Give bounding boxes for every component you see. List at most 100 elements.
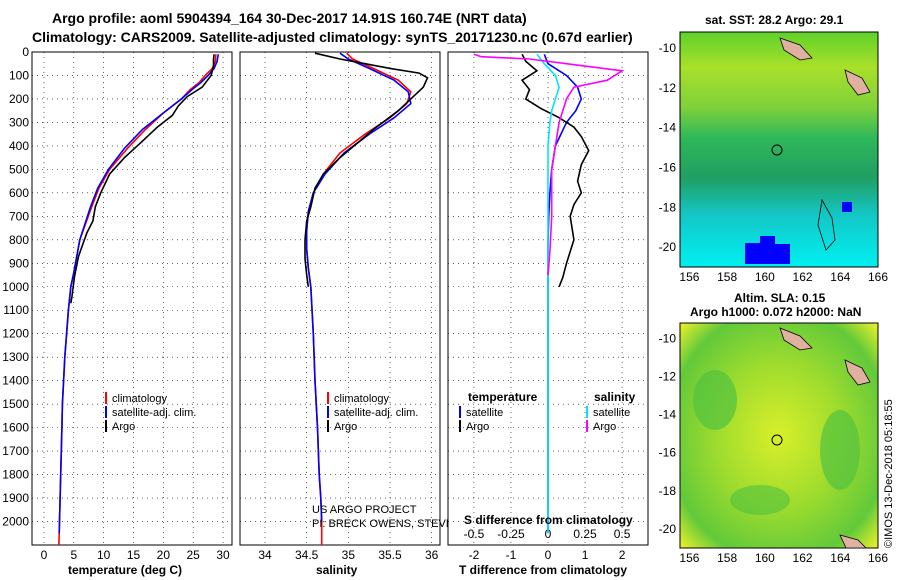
sla-lon-tick-labels: 156 158 160 162 164 166 [679, 551, 888, 565]
salinity-axis-label: salinity [316, 563, 358, 577]
depth-tick-label: 0 [22, 45, 29, 59]
temperature-plot-frame [31, 51, 233, 546]
depth-tick-label: 1000 [2, 280, 29, 294]
lat-tick-label: -10 [659, 331, 677, 345]
island-shape [839, 534, 867, 549]
lat-tick-label: -12 [659, 369, 677, 383]
legend-t-satellite-label: satellite [466, 407, 503, 419]
difference-panel: -2 -1 0 1 2 -0.5 -0.25 0 0.25 0.5 T difference f… [447, 51, 649, 577]
lon-tick-label: 158 [717, 270, 737, 284]
sla-map-title: Altim. SLA: 0.15 [734, 291, 826, 305]
x-tick-label: 34 [258, 548, 272, 562]
x-tick-label: 0 [545, 548, 552, 562]
legend-s-argo-label: Argo [593, 421, 616, 433]
lon-tick-label: 164 [830, 551, 850, 565]
depth-tick-label: 300 [9, 115, 29, 129]
depth-tick-label: 900 [9, 256, 29, 270]
legend-satellite-label: satellite-adj. clim. [112, 407, 196, 419]
coastline [817, 198, 836, 251]
depth-tick-label: 700 [9, 209, 29, 223]
x-tick-label: 2 [619, 548, 626, 562]
depth-tick-label: 1500 [2, 397, 29, 411]
series-line-satellite-adj-clim- [305, 52, 412, 522]
lat-tick-label: -14 [659, 408, 677, 422]
x-tick-label: 35.5 [378, 548, 402, 562]
sla-low-area [730, 485, 790, 515]
x-tick-label: -2 [469, 548, 480, 562]
temperature-series [58, 54, 220, 546]
sst-lat-tick-labels: -10 -12 -14 -16 -18 -20 [659, 41, 677, 254]
title-line-1: Argo profile: aoml 5904394_164 30-Dec-20… [52, 10, 527, 26]
argo-location-marker [771, 434, 783, 446]
legend-t-argo-label: Argo [466, 421, 489, 433]
s-diff-tick-label: -0.25 [497, 527, 525, 541]
sst-field [679, 31, 879, 268]
island-shape [779, 327, 813, 351]
title-line-2: Climatology: CARS2009. Satellite-adjuste… [32, 29, 633, 45]
lon-tick-label: 166 [868, 551, 888, 565]
depth-tick-labels: 0 100 200 300 400 500 600 700 800 900 1000 1100 1200… [2, 45, 29, 529]
legend-salinity-heading: salinity [594, 390, 636, 404]
depth-tick-label: 600 [9, 186, 29, 200]
legend-temperature-heading: temperature [468, 390, 538, 404]
depth-tick-label: 400 [9, 139, 29, 153]
temperature-axis-label: temperature (deg C) [68, 563, 182, 577]
legend-s-satellite-label: satellite [593, 407, 630, 419]
sst-map-title: sat. SST: 28.2 Argo: 29.1 [705, 13, 844, 27]
x-tick-label: 1 [582, 548, 589, 562]
x-tick-label: 34.5 [295, 548, 319, 562]
salinity-tick-labels: 34 34.5 35 35.5 36 [258, 548, 438, 562]
lon-tick-label: 156 [679, 551, 699, 565]
temperature-tick-labels: 0 5 10 15 20 25 30 [41, 548, 230, 562]
salinity-plot-frame [239, 51, 441, 546]
legend-climatology-label: climatology [112, 393, 168, 405]
depth-tick-label: 2000 [2, 515, 29, 529]
depth-tick-label: 1800 [2, 468, 29, 482]
depth-tick-label: 1300 [2, 350, 29, 364]
series-line-satellite-adj-clim- [58, 54, 220, 534]
s-difference-tick-labels: -0.5 -0.25 0 0.25 0.5 [464, 527, 631, 541]
salinity-gridlines [240, 51, 440, 545]
sla-lat-tick-labels: -10 -12 -14 -16 -18 -20 [659, 331, 677, 536]
sla-map-subtitle: Argo h1000: 0.072 h2000: NaN [690, 305, 861, 319]
depth-tick-label: 1200 [2, 327, 29, 341]
salinity-legend: climatology satellite-adj. clim. Argo [327, 392, 418, 433]
depth-tick-label: 1900 [2, 491, 29, 505]
x-tick-label: 25 [187, 548, 201, 562]
x-tick-label: 20 [157, 548, 171, 562]
s-diff-tick-label: 0.25 [573, 527, 597, 541]
x-tick-label: 36 [425, 548, 439, 562]
x-tick-label: 0 [41, 548, 48, 562]
s-diff-tick-label: -0.5 [464, 527, 485, 541]
lat-tick-label: -20 [659, 522, 677, 536]
lat-tick-label: -16 [659, 446, 677, 460]
lat-tick-label: -18 [659, 200, 677, 214]
lat-tick-label: -18 [659, 484, 677, 498]
depth-tick-label: 1700 [2, 444, 29, 458]
salinity-series [304, 52, 429, 545]
depth-tick-label: 1100 [3, 303, 29, 317]
x-tick-label: 30 [216, 548, 230, 562]
temperature-gridlines [32, 51, 232, 545]
x-tick-label: 10 [97, 548, 111, 562]
x-tick-label: -1 [506, 548, 517, 562]
depth-tick-label: 800 [9, 233, 29, 247]
sst-map-panel: sat. SST: 28.2 Argo: 29.1 [659, 13, 889, 284]
sla-low-area [820, 410, 860, 490]
lon-tick-label: 164 [830, 270, 850, 284]
credit-line-1: US ARGO PROJECT [312, 504, 417, 516]
lon-tick-label: 162 [793, 270, 813, 284]
depth-tick-label: 500 [9, 162, 29, 176]
sst-cold-patch [745, 236, 790, 264]
series-line-argo [70, 54, 215, 304]
lon-tick-label: 162 [793, 551, 813, 565]
series-line-s-argo [473, 53, 625, 276]
imos-timestamp: ©IMOS 13-Dec-2018 05:18:55 [883, 399, 895, 548]
lon-tick-label: 156 [679, 270, 699, 284]
x-tick-label: 15 [127, 548, 141, 562]
temperature-legend: climatology satellite-adj. clim. Argo [105, 392, 196, 433]
sla-low-area [693, 370, 737, 430]
sst-lon-tick-labels: 156 158 160 162 164 166 [679, 270, 888, 284]
depth-tick-label: 200 [9, 92, 29, 106]
